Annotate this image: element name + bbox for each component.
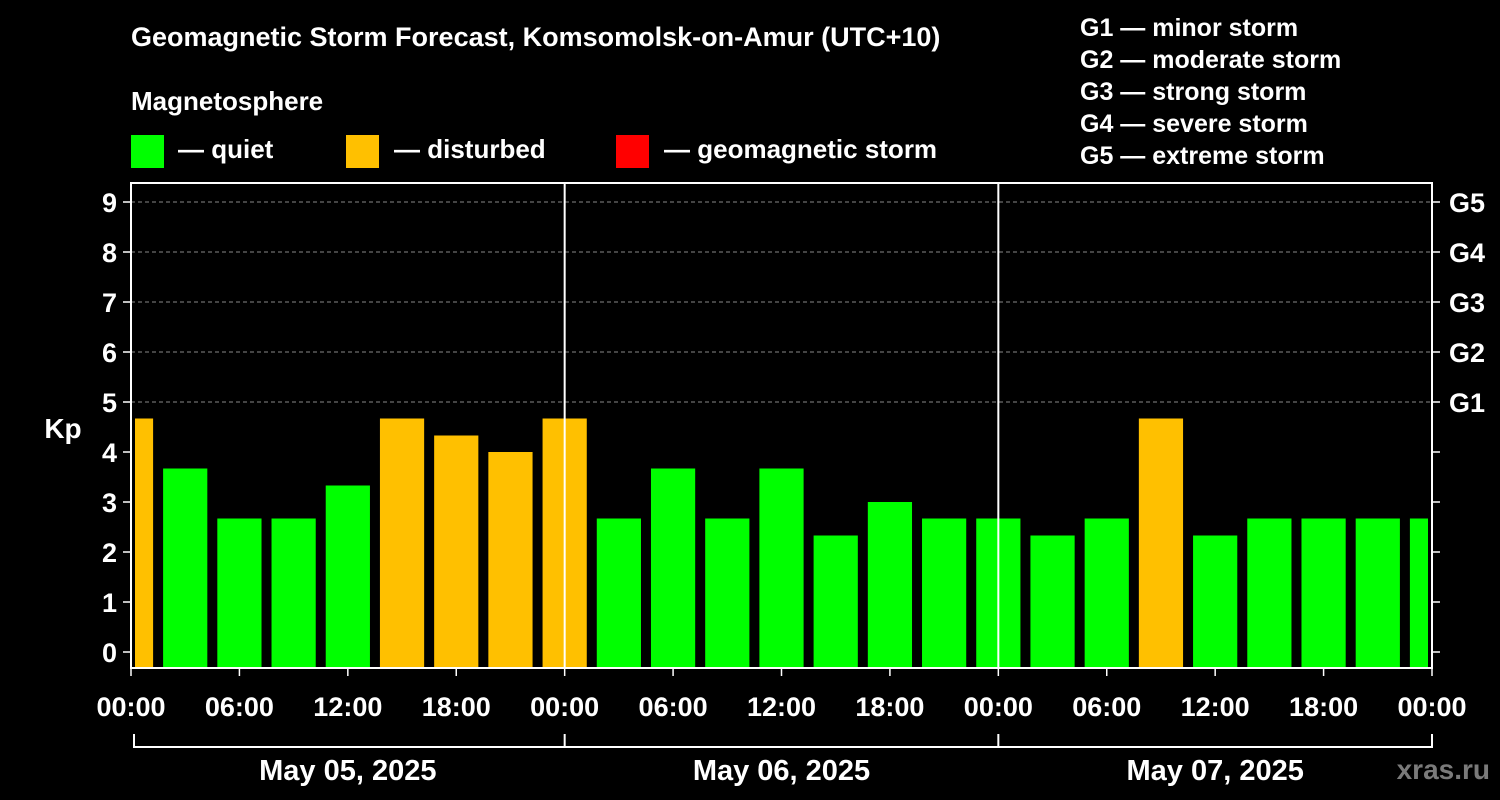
legend-label-disturbed: — disturbed xyxy=(394,134,546,164)
kp-bar xyxy=(217,518,262,668)
day-label: May 06, 2025 xyxy=(693,755,870,787)
storm-legend-g2: G2 — moderate storm xyxy=(1080,46,1342,74)
kp-bar xyxy=(1084,518,1129,668)
magnetosphere-heading: Magnetosphere xyxy=(131,86,324,116)
watermark: xras.ru xyxy=(1396,754,1490,785)
y-tick-label: 6 xyxy=(102,338,117,368)
kp-bar xyxy=(1409,518,1428,668)
x-tick-label: 06:00 xyxy=(205,692,274,722)
kp-bar xyxy=(759,468,804,668)
x-tick-label: 00:00 xyxy=(964,692,1033,722)
storm-level-label: G4 xyxy=(1449,238,1485,268)
storm-legend-g1: G1 — minor storm xyxy=(1080,14,1299,42)
storm-level-label: G2 xyxy=(1449,338,1485,368)
x-tick-label: 18:00 xyxy=(1289,692,1358,722)
y-tick-label: 9 xyxy=(102,188,117,218)
y-tick-label: 0 xyxy=(102,638,117,668)
legend-label-quiet: — quiet xyxy=(178,134,274,164)
storm-legend-g3: G3 — strong storm xyxy=(1080,78,1307,106)
x-tick-label: 06:00 xyxy=(1072,692,1141,722)
kp-bar xyxy=(1138,418,1184,668)
kp-bar xyxy=(867,502,913,668)
x-tick-label: 00:00 xyxy=(1397,692,1466,722)
y-tick-label: 5 xyxy=(102,388,117,418)
y-tick-label: 2 xyxy=(102,538,117,568)
kp-bar xyxy=(1193,535,1238,668)
kp-bar xyxy=(922,518,967,668)
y-tick-label: 7 xyxy=(102,288,117,318)
x-tick-label: 00:00 xyxy=(96,692,165,722)
kp-bar xyxy=(1030,535,1075,668)
x-tick-label: 18:00 xyxy=(855,692,924,722)
legend-swatch-quiet xyxy=(131,135,164,168)
x-tick-label: 12:00 xyxy=(747,692,816,722)
storm-level-label: G1 xyxy=(1449,388,1485,418)
x-tick-label: 12:00 xyxy=(1181,692,1250,722)
legend-label-storm: — geomagnetic storm xyxy=(664,134,938,164)
y-tick-label: 4 xyxy=(102,438,117,468)
kp-bar xyxy=(325,485,370,668)
storm-level-label: G5 xyxy=(1449,188,1485,218)
kp-bar xyxy=(379,418,425,668)
kp-bar xyxy=(434,435,479,668)
storm-legend-g4: G4 — severe storm xyxy=(1080,110,1308,138)
kp-bar xyxy=(705,518,750,668)
y-tick-label: 3 xyxy=(102,488,117,518)
chart-title: Geomagnetic Storm Forecast, Komsomolsk-o… xyxy=(131,22,941,52)
storm-level-label: G3 xyxy=(1449,288,1485,318)
kp-bar xyxy=(650,468,696,668)
kp-bar xyxy=(596,518,641,668)
kp-bar xyxy=(1301,518,1346,668)
kp-bar xyxy=(488,452,533,668)
x-tick-label: 18:00 xyxy=(422,692,491,722)
day-label: May 05, 2025 xyxy=(259,755,436,787)
kp-bar xyxy=(135,418,154,668)
kp-bar xyxy=(813,535,858,668)
kp-bar xyxy=(163,468,208,668)
x-tick-label: 06:00 xyxy=(639,692,708,722)
kp-bar xyxy=(271,518,316,668)
x-tick-label: 00:00 xyxy=(530,692,599,722)
y-tick-label: 8 xyxy=(102,238,117,268)
legend-swatch-disturbed xyxy=(346,135,379,168)
x-tick-label: 12:00 xyxy=(313,692,382,722)
day-label: May 07, 2025 xyxy=(1126,755,1303,787)
y-axis-label: Kp xyxy=(44,413,81,444)
kp-bar xyxy=(1355,518,1400,668)
legend-swatch-storm xyxy=(616,135,649,168)
y-tick-label: 1 xyxy=(102,588,117,618)
storm-legend-g5: G5 — extreme storm xyxy=(1080,142,1325,170)
kp-bar xyxy=(1247,518,1292,668)
